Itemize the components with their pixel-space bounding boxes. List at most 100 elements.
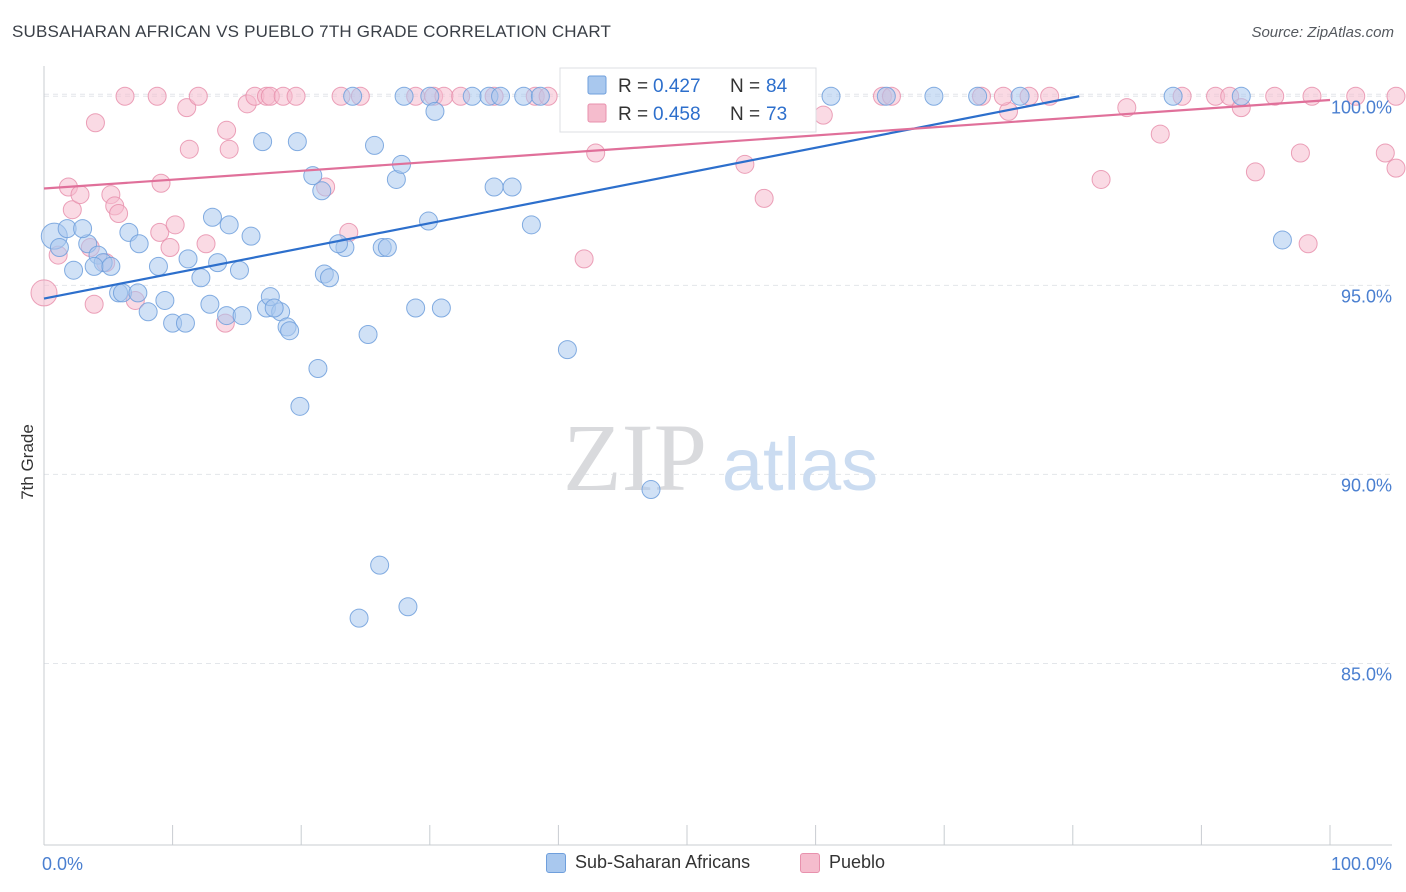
subsaharan-point — [202, 207, 222, 227]
subsaharan-point — [229, 260, 249, 280]
y-tick-label-85: 85.0% — [1341, 664, 1392, 684]
legend-item-pueblo[interactable]: Pueblo — [800, 852, 885, 873]
pueblo-trend-line — [43, 98, 1331, 190]
stats-legend-swatch-blue — [587, 75, 607, 95]
chart-title: SUBSAHARAN AFRICAN VS PUEBLO 7TH GRADE C… — [12, 22, 612, 41]
subsaharan-point — [370, 555, 390, 575]
subsaharan-point — [968, 86, 988, 106]
subsaharan-point — [365, 135, 385, 155]
y-axis-label: 7th Grade — [18, 424, 37, 500]
subsaharan-point — [73, 219, 93, 239]
subsaharan-point — [264, 298, 284, 318]
pueblo-point — [1386, 86, 1406, 106]
subsaharan-point — [155, 290, 175, 310]
subsaharan-point — [431, 298, 451, 318]
subsaharan-point — [178, 249, 198, 269]
pueblo-point — [1245, 162, 1265, 182]
stats-legend-swatch-pink — [587, 103, 607, 123]
stats-r-label-blue: R = — [618, 76, 648, 97]
subsaharan-point — [484, 177, 504, 197]
subsaharan-point — [876, 86, 896, 106]
pueblo-point — [286, 86, 306, 106]
x-tick-label-min: 0.0% — [42, 854, 83, 874]
trend-lines — [43, 95, 1331, 300]
subsaharan-point — [253, 132, 273, 152]
pueblo-point — [196, 234, 216, 254]
subsaharan-point — [308, 359, 328, 379]
subsaharan-point — [502, 177, 522, 197]
stats-legend: R = 0.427 N = 84 R = 0.458 N = 73 — [559, 67, 817, 133]
pueblo-point — [165, 215, 185, 235]
pueblo-point — [62, 200, 82, 220]
subsaharan-point — [406, 298, 426, 318]
subsaharan-point — [462, 86, 482, 106]
y-tick-labels: 85.0% 90.0% 95.0% 100.0% — [1331, 97, 1392, 684]
bottom-legend: Sub-Saharan Africans Pueblo — [0, 852, 1406, 880]
legend-swatch-blue — [546, 852, 566, 873]
pueblo-point — [993, 86, 1013, 106]
subsaharan-point — [394, 86, 414, 106]
stats-n-value-blue: 84 — [766, 76, 788, 97]
y-tick-label-95: 95.0% — [1341, 286, 1392, 306]
legend-label-pueblo: Pueblo — [829, 852, 886, 872]
subsaharan-point — [287, 132, 307, 152]
subsaharan-point — [241, 226, 261, 246]
pueblo-point — [1265, 86, 1285, 106]
subsaharan-point — [290, 396, 310, 416]
subsaharan-point — [1231, 86, 1251, 106]
pueblo-point — [754, 188, 774, 208]
pueblo-point — [70, 185, 90, 205]
legend-item-subsaharan[interactable]: Sub-Saharan Africans — [546, 852, 750, 873]
subsaharan-point — [557, 340, 577, 360]
pueblo-point — [1091, 169, 1111, 189]
subsaharan-point — [1272, 230, 1292, 250]
subsaharan-point — [280, 321, 300, 341]
stats-r-value-pink: 0.458 — [653, 104, 701, 125]
subsaharan-point — [358, 324, 378, 344]
stats-n-label-pink: N = — [730, 104, 760, 125]
grid-lines — [44, 93, 1392, 664]
x-tick-label-max: 100.0% — [1331, 854, 1392, 874]
subsaharan-point — [398, 597, 418, 617]
subsaharan-point — [349, 608, 369, 628]
subsaharan-point — [425, 101, 445, 121]
pueblo-point — [85, 113, 105, 133]
pueblo-point — [109, 203, 129, 223]
subsaharan-point — [1010, 86, 1030, 106]
pueblo-point — [219, 139, 239, 159]
subsaharan-points — [40, 86, 1292, 628]
pueblo-point — [1150, 124, 1170, 144]
subsaharan-point — [924, 86, 944, 106]
subsaharan-point — [312, 181, 332, 201]
subsaharan-point — [101, 256, 121, 276]
pueblo-point — [147, 86, 167, 106]
stats-r-label-pink: R = — [618, 104, 648, 125]
pueblo-point — [30, 279, 58, 307]
pueblo-point — [160, 238, 180, 258]
pueblo-point — [84, 294, 104, 314]
watermark-zip: ZIP — [563, 404, 707, 511]
pueblo-point — [574, 249, 594, 269]
subsaharan-point — [419, 211, 439, 231]
subsaharan-point — [191, 268, 211, 288]
subsaharan-point — [514, 86, 534, 106]
subsaharan-point — [128, 283, 148, 303]
pueblo-point — [188, 86, 208, 106]
subsaharan-point — [491, 86, 511, 106]
subsaharan-point — [148, 256, 168, 276]
pueblo-point — [115, 86, 135, 106]
source-label: Source: ZipAtlas.com — [1251, 24, 1394, 41]
subsaharan-point — [530, 86, 550, 106]
pueblo-point — [586, 143, 606, 163]
subsaharan-point — [319, 268, 339, 288]
subsaharan-point — [200, 294, 220, 314]
subsaharan-point — [641, 480, 661, 500]
axes — [43, 66, 1392, 846]
legend-swatch-pink — [800, 852, 820, 873]
pueblo-point — [179, 139, 199, 159]
pueblo-point — [217, 120, 237, 140]
pueblo-point — [1298, 234, 1318, 254]
subsaharan-point — [175, 313, 195, 333]
subsaharan-point — [138, 302, 158, 322]
subsaharan-point — [219, 215, 239, 235]
